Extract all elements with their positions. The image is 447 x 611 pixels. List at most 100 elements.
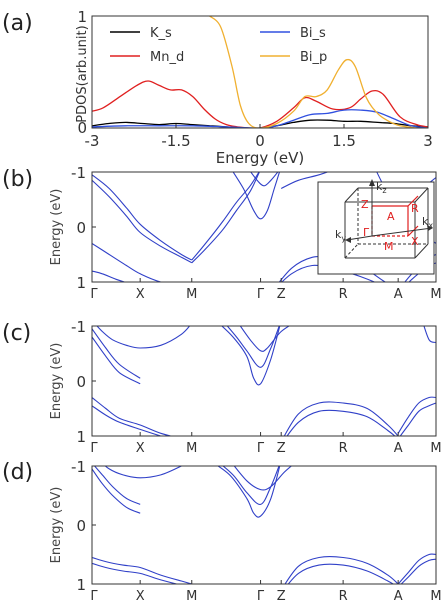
k-point-label: A bbox=[394, 441, 403, 456]
k-point-label: M bbox=[430, 589, 441, 604]
band-line bbox=[96, 326, 191, 349]
band-line bbox=[92, 179, 193, 264]
legend-label-k-s: K_s bbox=[150, 26, 172, 41]
legend-label-mn-d: Mn_d bbox=[150, 50, 184, 65]
k-point-label: M bbox=[186, 287, 197, 302]
pdos-x-tick-label: -3 bbox=[85, 132, 100, 150]
bands-panel-b: Γ X M Γ Z R A M-101 Energy (eV) bbox=[49, 164, 442, 302]
band-line bbox=[222, 466, 280, 505]
bands-panel-d: Γ X M Γ Z R A M-101 Energy (eV) bbox=[49, 458, 442, 604]
kz-axis-label: kz bbox=[376, 180, 387, 195]
pdos-y-tick-label: 0 bbox=[77, 119, 87, 137]
band-line bbox=[217, 466, 281, 518]
panel-label-a: (a) bbox=[2, 11, 33, 36]
band-line bbox=[239, 326, 290, 352]
band-line bbox=[221, 326, 281, 386]
pdos-panel: -3 -1.5 0 1.5 3 0 1 PDOS(arb.unit) Energy (eV)… bbox=[75, 8, 433, 167]
bz-point-m: M bbox=[384, 240, 394, 253]
k-point-label: Z bbox=[277, 287, 286, 302]
pdos-series-k-s bbox=[92, 119, 428, 128]
pdos-x-tick-label: 0 bbox=[255, 132, 265, 150]
band-line bbox=[92, 562, 179, 584]
k-point-label: Z bbox=[277, 441, 286, 456]
band-line bbox=[93, 466, 141, 505]
k-point-label: M bbox=[430, 441, 441, 456]
k-point-label: Γ bbox=[90, 589, 98, 604]
k-point-label: Γ bbox=[257, 287, 265, 302]
k-point-label: R bbox=[339, 441, 348, 456]
pdos-x-tick-label: 3 bbox=[423, 132, 433, 150]
band-line bbox=[397, 396, 436, 434]
band-line bbox=[287, 563, 395, 584]
band-line bbox=[397, 553, 436, 584]
k-point-label: A bbox=[394, 589, 403, 604]
bz-point-r: R bbox=[411, 202, 419, 215]
k-point-label: A bbox=[394, 287, 403, 302]
band-line bbox=[250, 172, 279, 187]
band-line bbox=[104, 466, 183, 479]
bz-point-gamma: Γ bbox=[363, 226, 370, 239]
band-line bbox=[423, 326, 436, 344]
k-point-label: R bbox=[339, 589, 348, 604]
k-point-label: M bbox=[430, 287, 441, 302]
band-line bbox=[92, 174, 193, 261]
k-point-label: M bbox=[186, 589, 197, 604]
k-point-label: Γ bbox=[257, 441, 265, 456]
band-line bbox=[283, 401, 399, 436]
energy-tick-label: -1 bbox=[71, 318, 86, 336]
bands-b-y-axis-label: Energy (eV) bbox=[49, 189, 64, 266]
band-line bbox=[280, 172, 330, 189]
pdos-x-axis-label: Energy (eV) bbox=[216, 149, 304, 167]
k-point-label: Z bbox=[277, 589, 286, 604]
pdos-plot-frame bbox=[91, 15, 429, 129]
pdos-series-mn-d bbox=[92, 80, 428, 128]
bands-panel-c: Γ X M Γ Z R A M-101 Energy (eV) bbox=[49, 318, 442, 456]
k-point-label: X bbox=[136, 441, 145, 456]
brillouin-zone-inset: kz ky kx Γ Z A R M X bbox=[317, 179, 435, 275]
band-line bbox=[284, 556, 399, 584]
energy-tick-label: 0 bbox=[76, 517, 86, 535]
k-point-label: M bbox=[186, 441, 197, 456]
bands-c-y-axis-label: Energy (eV) bbox=[49, 343, 64, 420]
legend-label-bi-p: Bi_p bbox=[300, 50, 327, 65]
bz-axis-arrowheads bbox=[345, 179, 433, 243]
band-line bbox=[191, 172, 260, 261]
band-line bbox=[92, 336, 141, 385]
energy-tick-label: 1 bbox=[76, 428, 86, 446]
band-line bbox=[286, 409, 396, 436]
band-line bbox=[92, 397, 173, 436]
pdos-x-tick-label: -1.5 bbox=[161, 132, 190, 150]
band-line bbox=[232, 172, 281, 220]
k-point-label: Γ bbox=[257, 589, 265, 604]
ky-axis-label: ky bbox=[335, 228, 346, 243]
band-line bbox=[92, 243, 164, 282]
kx-axis-label: kx bbox=[422, 215, 433, 230]
pdos-legend: K_s Bi_s Mn_d Bi_p bbox=[110, 26, 327, 65]
energy-tick-label: -1 bbox=[71, 164, 86, 182]
panel-label-d: (d) bbox=[2, 460, 33, 485]
band-line bbox=[92, 556, 192, 584]
bz-cube bbox=[344, 187, 429, 259]
k-point-label: R bbox=[339, 287, 348, 302]
k-point-label: X bbox=[136, 287, 145, 302]
panel-label-c: (c) bbox=[2, 321, 31, 346]
band-line bbox=[191, 172, 260, 264]
k-point-label: X bbox=[136, 589, 145, 604]
pdos-x-tick-label: 1.5 bbox=[332, 132, 356, 150]
band-line bbox=[226, 326, 280, 368]
energy-tick-label: 1 bbox=[76, 576, 86, 594]
panel-label-b: (b) bbox=[2, 167, 33, 192]
bands-d-frame bbox=[91, 465, 437, 585]
energy-tick-label: 0 bbox=[76, 219, 86, 237]
band-line bbox=[399, 402, 436, 436]
pdos-y-axis-label: PDOS(arb.unit) bbox=[75, 25, 90, 122]
band-line bbox=[400, 558, 436, 584]
pdos-series-bi-p bbox=[209, 16, 428, 128]
bands-c-frame bbox=[91, 325, 437, 437]
k-point-label: Γ bbox=[90, 287, 98, 302]
energy-tick-label: -1 bbox=[71, 458, 86, 476]
legend-label-bi-s: Bi_s bbox=[300, 26, 326, 41]
band-line bbox=[92, 405, 163, 436]
k-point-label: Γ bbox=[90, 441, 98, 456]
energy-tick-label: 1 bbox=[76, 274, 86, 292]
